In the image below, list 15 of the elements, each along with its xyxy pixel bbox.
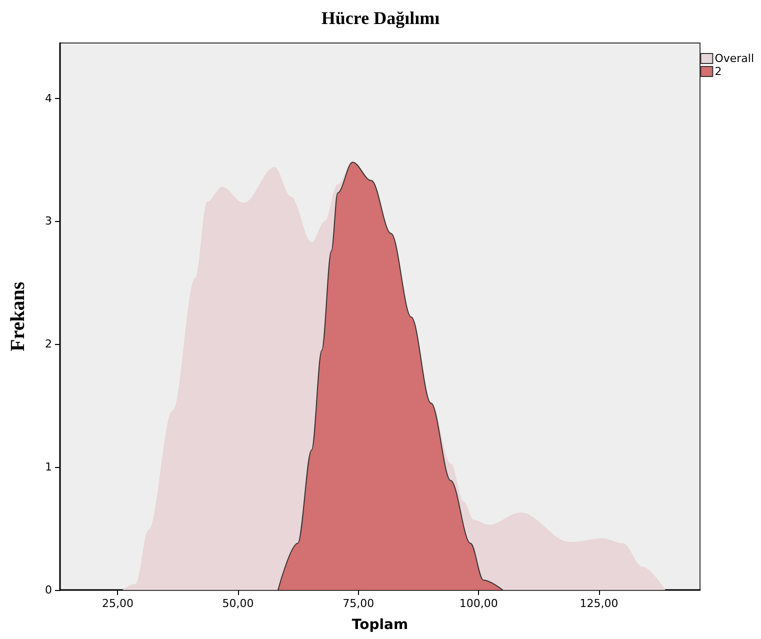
legend-label: 2 xyxy=(714,65,722,78)
y-tick-label: 3 xyxy=(45,214,52,228)
x-tick-label: 50,00 xyxy=(222,597,254,610)
legend-label: Overall xyxy=(714,52,754,65)
x-tick-label: 125,00 xyxy=(580,597,618,610)
y-tick-label: 0 xyxy=(45,584,52,596)
y-tick-label: 1 xyxy=(45,460,52,474)
x-tick-label: 75,00 xyxy=(342,597,374,610)
y-axis-title: Frekans xyxy=(7,281,29,352)
y-tick-label: 4 xyxy=(45,92,52,105)
x-tick-label: 25,00 xyxy=(102,597,134,610)
x-axis-title: Toplam xyxy=(352,617,408,633)
y-tick-label: 2 xyxy=(45,338,52,351)
x-tick-label: 100,00 xyxy=(459,597,498,610)
chart-title: Hücre Dağılımı xyxy=(321,8,440,28)
